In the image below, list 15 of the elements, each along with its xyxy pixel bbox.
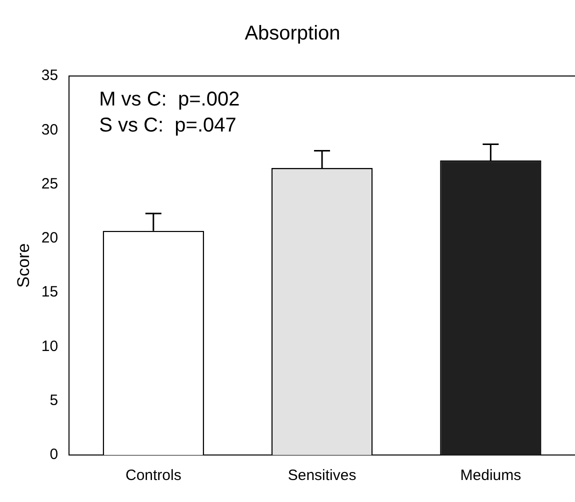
annotation: S vs C: p=.047	[99, 114, 236, 137]
y-tick-label: 30	[41, 121, 58, 138]
x-tick-label: Sensitives	[288, 467, 356, 484]
y-tick-label: 35	[41, 67, 58, 84]
x-tick-label: Mediums	[460, 467, 522, 484]
y-tick-label: 10	[41, 338, 58, 355]
y-tick-label: 20	[41, 230, 58, 247]
y-tick-label: 15	[41, 284, 58, 301]
chart-title: Absorption	[244, 22, 340, 45]
y-tick-label: 0	[50, 446, 58, 464]
y-axis-title: Score	[14, 243, 33, 288]
y-tick-label: 5	[50, 392, 58, 409]
annotation: M vs C: p=.002	[99, 88, 240, 111]
x-tick-label: Controls	[125, 467, 182, 484]
y-tick-label: 25	[41, 175, 58, 192]
